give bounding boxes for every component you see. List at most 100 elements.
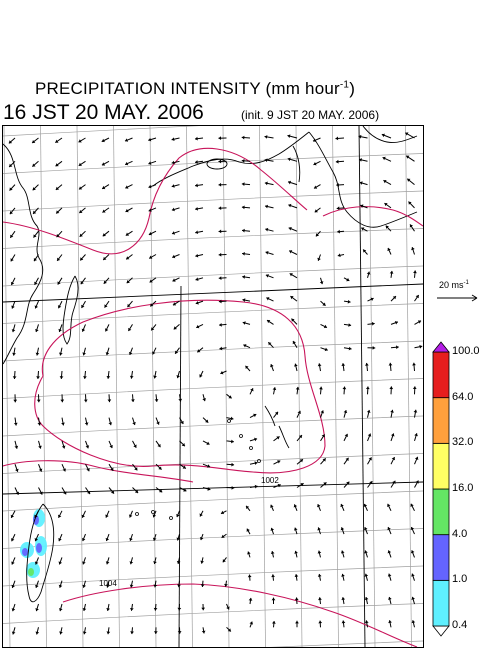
wind-arrow <box>195 183 204 188</box>
wind-arrow <box>270 504 274 512</box>
wind-arrow <box>79 254 86 261</box>
wind-arrow-head <box>276 436 280 440</box>
wind-arrow-head <box>264 158 268 163</box>
wind-arrow-head <box>82 561 86 565</box>
wind-arrow-head <box>101 162 106 166</box>
wind-arrow <box>343 299 351 304</box>
wind-arrow-head <box>220 370 224 375</box>
wind-arrow <box>247 574 252 581</box>
wind-arrow <box>363 503 368 512</box>
wind-arrow <box>38 440 42 449</box>
wind-arrow <box>58 533 63 542</box>
wind-arrow <box>61 417 65 426</box>
wind-arrow <box>383 179 392 186</box>
wind-arrow <box>126 277 133 284</box>
wind-arrow-head <box>371 321 375 326</box>
grid-meridian <box>113 126 120 647</box>
wind-arrow-head <box>35 328 39 333</box>
wind-arrow-head <box>11 305 15 309</box>
wind-arrow-head <box>317 504 321 508</box>
wind-arrow <box>171 160 180 165</box>
wind-arrow-head <box>153 584 158 588</box>
wind-arrow <box>81 533 86 542</box>
wind-arrow-head <box>265 274 269 278</box>
wind-arrow <box>366 271 371 278</box>
wind-arrow <box>221 533 227 539</box>
section-line <box>358 126 366 647</box>
grid-meridian <box>368 126 376 647</box>
wind-arrow-head <box>347 299 351 304</box>
wind-arrow-head <box>392 480 396 484</box>
wind-arrow <box>13 417 18 426</box>
wind-arrow-head <box>317 550 322 554</box>
wind-arrow-head <box>270 504 274 508</box>
wind-arrow <box>106 370 111 379</box>
wind-arrow <box>245 505 251 512</box>
wind-arrow-head <box>314 185 318 189</box>
wind-arrow-head <box>408 201 412 205</box>
wind-arrow-head <box>33 234 37 238</box>
map-canvas: 1002 1004 <box>3 126 423 647</box>
wind-arrow <box>246 528 251 535</box>
wind-arrow <box>194 160 204 164</box>
wind-arrow-head <box>314 209 318 213</box>
wind-arrow-head <box>242 275 246 279</box>
wind-arrow <box>294 574 299 581</box>
wind-arrow-head <box>32 139 36 144</box>
wind-arrow <box>124 137 133 142</box>
wind-arrow <box>367 480 373 488</box>
wind-arrow-head <box>9 210 13 215</box>
wind-arrow-head <box>288 227 292 231</box>
wind-arrow-head <box>363 527 368 531</box>
wind-arrow <box>359 181 368 186</box>
wind-arrow-head <box>55 163 59 167</box>
wind-arrow <box>341 363 346 372</box>
wind-arrow-head <box>264 181 268 186</box>
wind-arrow <box>219 323 227 327</box>
wind-arrow <box>177 580 181 588</box>
wind-arrow <box>155 487 163 493</box>
wind-arrow <box>101 184 110 190</box>
colorbar-tick-label: 1.0 <box>452 573 468 586</box>
wind-arrow-head <box>148 161 152 165</box>
wind-arrow-head <box>78 139 82 143</box>
wind-arrow <box>176 533 181 541</box>
wind-arrow <box>58 557 63 565</box>
wind-arrow <box>11 300 16 309</box>
coastline <box>362 126 418 143</box>
coastline <box>278 425 290 449</box>
wind-arrow-head <box>15 468 19 472</box>
grid-meridian <box>3 126 11 647</box>
wind-arrow-head <box>105 561 110 565</box>
wind-arrow <box>85 487 91 495</box>
wind-arrow-head <box>83 399 88 403</box>
wind-arrow-head <box>411 573 415 577</box>
wind-arrow-head <box>55 139 59 143</box>
wind-arrow-head <box>81 328 86 332</box>
wind-arrow <box>249 413 257 419</box>
wind-arrow-head <box>341 620 346 624</box>
wind-arrow <box>57 277 63 285</box>
wind-arrow <box>80 277 86 285</box>
wind-arrow-head <box>35 352 40 356</box>
wind-arrow-head <box>218 252 222 257</box>
wind-arrow-head <box>294 363 298 367</box>
wind-arrow-head <box>149 279 153 283</box>
wind-arrow <box>218 159 227 164</box>
island-dot <box>257 459 261 463</box>
wind-arrow <box>414 456 419 465</box>
colorbar-legend: 0.4 1.0 4.0 16.0 32.0 64.0 100.0 <box>430 340 500 640</box>
wind-arrow <box>343 323 352 327</box>
wind-arrow-head <box>218 159 222 164</box>
wind-arrow <box>108 440 113 449</box>
wind-arrow <box>129 533 133 542</box>
wind-arrow-head <box>37 422 42 426</box>
wind-arrow <box>200 557 204 564</box>
wind-arrow-head <box>272 620 276 624</box>
wind-arrow-head <box>79 233 83 237</box>
wind-arrow-head <box>231 439 234 444</box>
colorbar-segment <box>432 442 450 490</box>
wind-arrow <box>132 440 137 448</box>
wind-arrow-head <box>80 281 84 285</box>
wind-arrow <box>106 627 111 635</box>
